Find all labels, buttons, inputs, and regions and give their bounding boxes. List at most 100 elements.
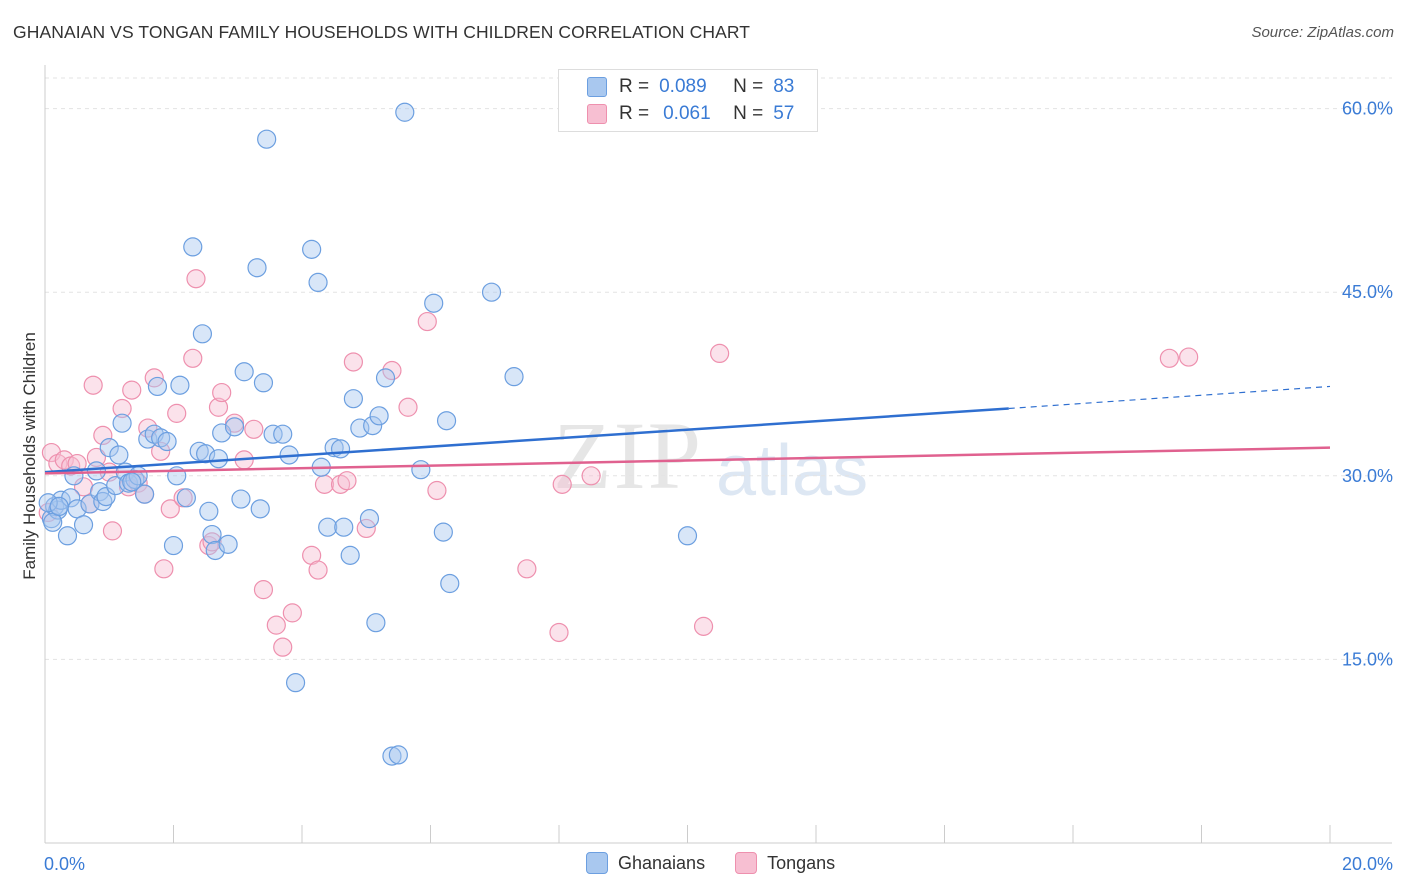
- ghanaian-point: [192, 324, 213, 344]
- tongan-point: [1179, 347, 1199, 367]
- tongan-point: [112, 398, 132, 419]
- ghanaian-point: [163, 535, 184, 556]
- ghanaian-trend-extension: [1008, 385, 1331, 410]
- ghanaian-point: [112, 413, 132, 433]
- ghanaian-point: [359, 509, 380, 529]
- tongan-point: [83, 375, 103, 395]
- y-tick-label: 45.0%: [1342, 282, 1393, 302]
- tongan-point: [160, 499, 180, 519]
- tongan-trend-line: [44, 446, 1331, 475]
- ghanaian-point: [334, 517, 354, 537]
- tongan-point: [154, 559, 174, 579]
- ghanaian-point: [433, 522, 453, 542]
- ghanaian-point: [199, 501, 219, 521]
- watermark-zip: ZIP: [553, 402, 703, 509]
- ghanaian-point: [308, 272, 328, 293]
- tongan-point: [417, 311, 437, 332]
- trend-lines: [44, 385, 1331, 475]
- ghanaian-point: [231, 489, 251, 509]
- ghanaian-point: [224, 417, 245, 437]
- tongan-points: [38, 269, 1199, 657]
- tongan-n-value: 57: [773, 103, 795, 124]
- legend-item-tongans[interactable]: Tongans: [735, 852, 835, 874]
- legend-label-tongans: Tongans: [767, 852, 836, 873]
- ghanaian-point: [330, 439, 351, 459]
- ghanaian-point: [109, 445, 129, 465]
- correlation-legend: R = 0.089 N = 83 R = 0.061 N = 57: [558, 69, 818, 132]
- ghanaian-n-value: 83: [773, 76, 795, 97]
- ghanaian-point: [183, 237, 203, 257]
- ghanaian-point: [176, 488, 196, 508]
- tongan-point: [517, 559, 537, 579]
- ghanaian-point: [302, 239, 322, 259]
- tongan-point: [86, 447, 107, 468]
- ghanaian-point: [366, 613, 386, 633]
- tongan-point: [253, 580, 274, 600]
- tongan-r-value: 0.061: [663, 103, 711, 124]
- tongan-point: [314, 474, 335, 494]
- tongan-point: [282, 603, 302, 623]
- tongan-point: [581, 466, 601, 486]
- tongan-swatch: [587, 104, 607, 124]
- tongan-point: [308, 560, 328, 580]
- ghanaian-point: [343, 389, 363, 409]
- ghanaian-point: [318, 517, 338, 537]
- legend-item-ghanaians[interactable]: Ghanaians: [586, 852, 705, 874]
- ghanaian-point: [375, 368, 396, 388]
- ghanaian-point: [411, 460, 431, 480]
- ghanaian-point: [170, 375, 190, 395]
- x-tick-label-min: 0.0%: [44, 854, 85, 874]
- tongan-point: [710, 343, 730, 363]
- ghanaian-point: [257, 129, 277, 149]
- r-label: R =: [619, 76, 650, 97]
- tongan-point: [93, 425, 113, 446]
- y-tick-label: 30.0%: [1342, 466, 1393, 486]
- tick-labels: 15.0% 30.0% 45.0% 60.0% 0.0% 20.0%: [44, 99, 1393, 874]
- ghanaian-point: [340, 545, 360, 565]
- tongan-point: [330, 474, 351, 494]
- tongan-point: [244, 419, 264, 439]
- watermark-atlas: atlas: [716, 431, 869, 511]
- series-legend: Ghanaians Tongans: [586, 852, 865, 874]
- ghanaian-point: [363, 416, 383, 436]
- ghanaian-point: [118, 473, 139, 493]
- ghanaian-point: [504, 367, 524, 387]
- tongan-point: [266, 615, 286, 635]
- ghanaian-point: [424, 293, 444, 313]
- ghanaian-point: [43, 512, 63, 532]
- tongan-point: [102, 521, 123, 541]
- ghanaian-point: [218, 534, 238, 554]
- ghanaian-point: [208, 449, 229, 469]
- y-axis-label: Family Households with Children: [20, 332, 39, 580]
- ghanaian-point: [234, 362, 254, 382]
- ghanaian-point: [134, 484, 155, 504]
- tongan-point: [343, 352, 363, 372]
- x-tick-label-max: 20.0%: [1342, 854, 1393, 874]
- ghanaian-point: [253, 373, 274, 393]
- tongan-point: [183, 348, 203, 368]
- tongan-point: [128, 473, 148, 493]
- tongan-point: [1159, 348, 1179, 368]
- ghanaian-point: [73, 515, 94, 535]
- tongan-point: [151, 441, 171, 461]
- ghanaian-point: [157, 431, 177, 452]
- source-label: Source: ZipAtlas.com: [1251, 24, 1394, 41]
- ghanaian-swatch: [586, 852, 608, 874]
- r-label: R =: [619, 103, 650, 124]
- ghanaian-point: [436, 411, 457, 431]
- tongan-point: [382, 360, 402, 381]
- ghanaian-point: [273, 424, 293, 444]
- ghanaian-point: [151, 428, 171, 448]
- tongan-point: [122, 380, 142, 400]
- ghanaian-point: [86, 461, 107, 481]
- ghanaian-point: [263, 424, 283, 444]
- chart-title: GHANAIAN VS TONGAN FAMILY HOUSEHOLDS WIT…: [13, 22, 751, 42]
- legend-row-ghanaians: R = 0.089 N = 83: [587, 75, 794, 99]
- tongan-point: [693, 616, 714, 636]
- ghanaian-point: [395, 102, 415, 122]
- ghanaian-point: [96, 487, 116, 507]
- ghanaian-point: [250, 499, 270, 519]
- y-tick-label: 60.0%: [1342, 99, 1393, 119]
- ghanaian-point: [369, 406, 389, 426]
